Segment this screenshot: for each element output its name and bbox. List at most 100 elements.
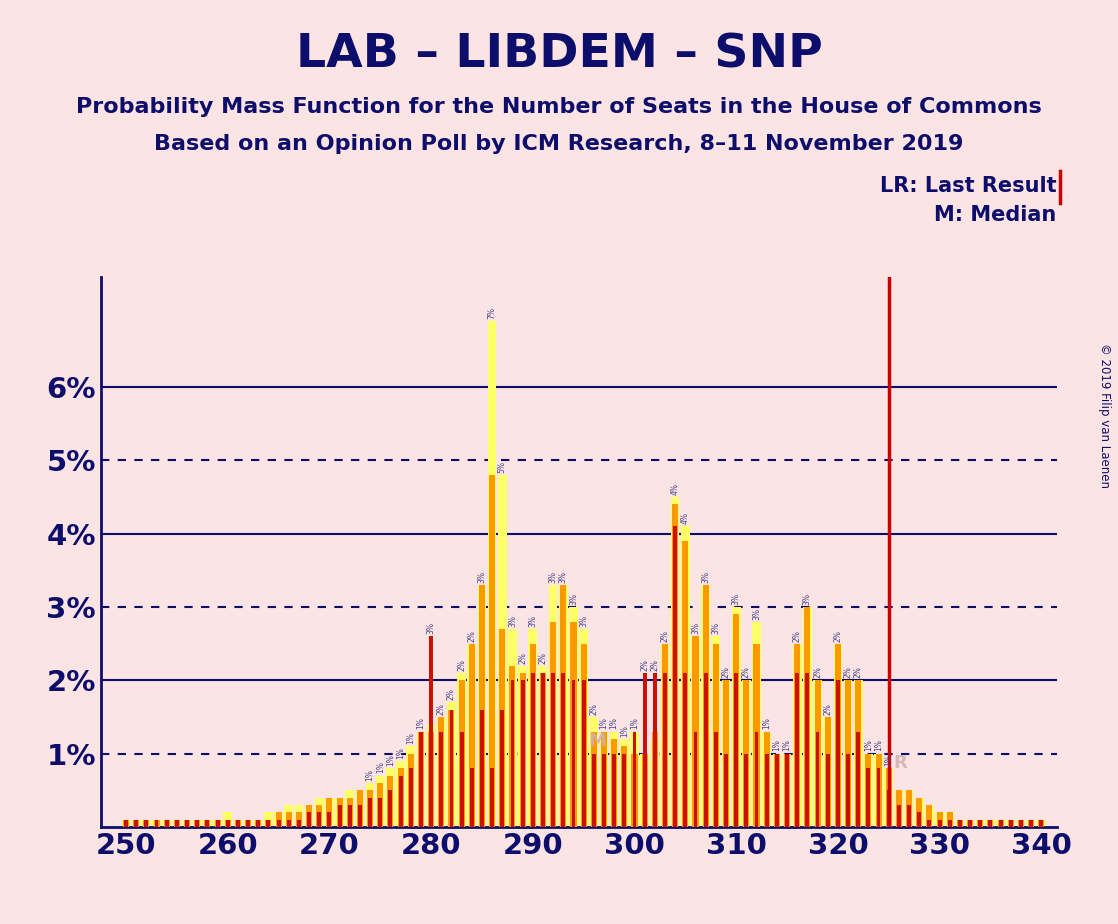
Bar bbox=[144, 820, 149, 827]
Bar bbox=[266, 820, 271, 827]
Text: 4%: 4% bbox=[681, 512, 690, 524]
Bar bbox=[305, 805, 313, 827]
Bar bbox=[906, 790, 912, 827]
Bar bbox=[968, 820, 972, 827]
Bar bbox=[388, 775, 394, 827]
Bar bbox=[896, 790, 902, 827]
Bar bbox=[956, 820, 964, 827]
Bar bbox=[163, 820, 170, 827]
Bar bbox=[225, 820, 230, 827]
Bar bbox=[318, 812, 321, 827]
Text: 3%: 3% bbox=[731, 593, 741, 605]
Text: 1%: 1% bbox=[416, 718, 426, 729]
Bar bbox=[133, 820, 140, 827]
Text: 1%: 1% bbox=[864, 739, 873, 751]
Bar bbox=[275, 812, 282, 827]
Bar bbox=[338, 805, 341, 827]
Bar bbox=[775, 754, 779, 827]
Bar bbox=[487, 322, 496, 827]
Bar bbox=[855, 680, 861, 827]
Bar bbox=[874, 754, 883, 827]
Text: 2%: 2% bbox=[447, 688, 456, 700]
Bar bbox=[206, 820, 209, 827]
Bar bbox=[429, 637, 433, 827]
Bar bbox=[897, 805, 901, 827]
Text: 1%: 1% bbox=[406, 733, 415, 744]
Bar bbox=[224, 812, 233, 827]
Bar bbox=[550, 622, 556, 827]
Bar bbox=[988, 820, 993, 827]
Bar bbox=[134, 820, 139, 827]
Bar bbox=[804, 607, 811, 827]
Bar bbox=[214, 820, 221, 827]
Bar bbox=[866, 769, 870, 827]
Bar bbox=[591, 754, 596, 827]
Bar bbox=[631, 732, 638, 827]
Bar bbox=[448, 710, 455, 827]
Bar bbox=[357, 790, 363, 827]
Bar bbox=[1026, 820, 1035, 827]
Text: 7%: 7% bbox=[487, 307, 496, 319]
Bar bbox=[539, 665, 548, 827]
Bar bbox=[601, 754, 606, 827]
Text: 1%: 1% bbox=[762, 718, 771, 729]
Bar bbox=[244, 820, 253, 827]
Bar bbox=[641, 754, 648, 827]
Bar bbox=[477, 585, 486, 827]
Bar bbox=[795, 673, 799, 827]
Bar bbox=[815, 680, 821, 827]
Bar bbox=[467, 644, 476, 827]
Bar bbox=[936, 812, 944, 827]
Bar bbox=[579, 629, 588, 827]
Bar bbox=[286, 812, 292, 827]
Bar bbox=[274, 812, 283, 827]
Bar bbox=[153, 820, 160, 827]
Bar bbox=[571, 680, 576, 827]
Text: M: M bbox=[589, 732, 607, 750]
Bar bbox=[510, 665, 515, 827]
Bar bbox=[986, 820, 995, 827]
Bar bbox=[917, 812, 921, 827]
Bar bbox=[773, 754, 781, 827]
Bar bbox=[457, 673, 466, 827]
Bar bbox=[438, 717, 444, 827]
Bar bbox=[480, 710, 484, 827]
Bar bbox=[713, 644, 719, 827]
Bar bbox=[765, 754, 769, 827]
Bar bbox=[917, 797, 922, 827]
Text: 2%: 2% bbox=[589, 703, 598, 715]
Bar bbox=[683, 673, 688, 827]
Bar bbox=[366, 783, 375, 827]
Bar bbox=[633, 732, 636, 827]
Bar bbox=[196, 820, 199, 827]
Bar bbox=[826, 754, 830, 827]
Bar bbox=[215, 820, 220, 827]
Bar bbox=[682, 541, 689, 827]
Bar bbox=[803, 607, 812, 827]
Bar bbox=[681, 527, 690, 827]
Bar bbox=[143, 820, 150, 827]
Bar bbox=[306, 805, 312, 827]
Bar bbox=[377, 783, 383, 827]
Bar bbox=[652, 732, 657, 827]
Bar bbox=[287, 820, 291, 827]
Bar bbox=[1008, 820, 1013, 827]
Bar bbox=[643, 673, 646, 827]
Bar bbox=[498, 475, 506, 827]
Bar bbox=[774, 754, 780, 827]
Bar bbox=[612, 739, 617, 827]
Bar bbox=[386, 769, 395, 827]
Bar bbox=[152, 820, 161, 827]
Text: 2%: 2% bbox=[437, 703, 446, 715]
Bar bbox=[762, 732, 771, 827]
Bar bbox=[927, 805, 932, 827]
Bar bbox=[966, 820, 975, 827]
Text: 1%: 1% bbox=[376, 761, 385, 773]
Bar bbox=[755, 732, 758, 827]
Bar bbox=[531, 673, 534, 827]
Bar bbox=[1017, 820, 1024, 827]
Bar bbox=[783, 754, 792, 827]
Bar bbox=[673, 527, 678, 827]
Bar bbox=[245, 820, 252, 827]
Bar bbox=[549, 585, 558, 827]
